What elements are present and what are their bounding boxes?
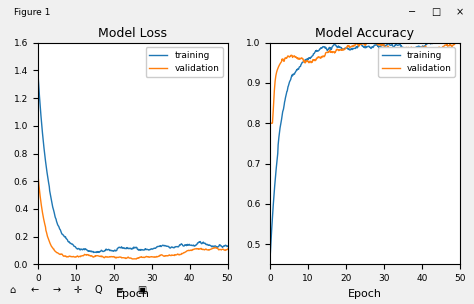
Text: −: − (408, 7, 417, 17)
validation (129, 257, 135, 261)
training (426, 41, 431, 44)
training (192, 244, 198, 248)
Text: ←: ← (31, 285, 39, 295)
validation (425, 47, 430, 50)
validation (390, 49, 395, 53)
Text: ✛: ✛ (73, 285, 82, 295)
training (160, 244, 165, 247)
training (322, 46, 328, 50)
Title: Model Loss: Model Loss (98, 27, 167, 40)
Line: validation: validation (270, 43, 460, 123)
Text: Q: Q (95, 285, 102, 295)
Text: ⌂: ⌂ (9, 285, 16, 295)
validation (457, 42, 463, 45)
validation (35, 172, 41, 176)
training (157, 244, 163, 247)
validation (322, 53, 328, 57)
validation (82, 253, 88, 256)
Legend: training, validation: training, validation (146, 47, 223, 77)
Line: training: training (38, 73, 228, 253)
training (225, 244, 230, 248)
validation (225, 247, 230, 251)
validation (361, 41, 366, 44)
training (90, 250, 96, 253)
Legend: training, validation: training, validation (378, 47, 455, 77)
training (104, 248, 110, 252)
training (457, 41, 463, 44)
Title: Model Accuracy: Model Accuracy (316, 27, 414, 40)
X-axis label: Epoch: Epoch (116, 289, 150, 299)
Text: ▣: ▣ (137, 285, 147, 295)
Text: ×: × (456, 7, 464, 17)
Line: training: training (270, 43, 460, 256)
validation (337, 48, 342, 52)
validation (267, 121, 273, 125)
Text: →: → (52, 285, 60, 295)
Line: validation: validation (38, 174, 228, 259)
training (392, 44, 397, 48)
Text: ≡: ≡ (116, 285, 124, 295)
training (314, 49, 320, 53)
validation (192, 247, 198, 250)
validation (314, 56, 320, 60)
validation (392, 47, 398, 50)
training (267, 254, 273, 258)
training (337, 46, 342, 49)
X-axis label: Epoch: Epoch (348, 289, 382, 299)
Text: □: □ (431, 7, 441, 17)
validation (160, 254, 165, 257)
training (35, 71, 41, 75)
training (424, 42, 430, 46)
training (82, 248, 88, 251)
validation (157, 254, 163, 257)
training (94, 251, 100, 254)
validation (90, 255, 96, 259)
validation (104, 255, 110, 259)
training (390, 43, 395, 47)
Text: Figure 1: Figure 1 (14, 8, 51, 17)
